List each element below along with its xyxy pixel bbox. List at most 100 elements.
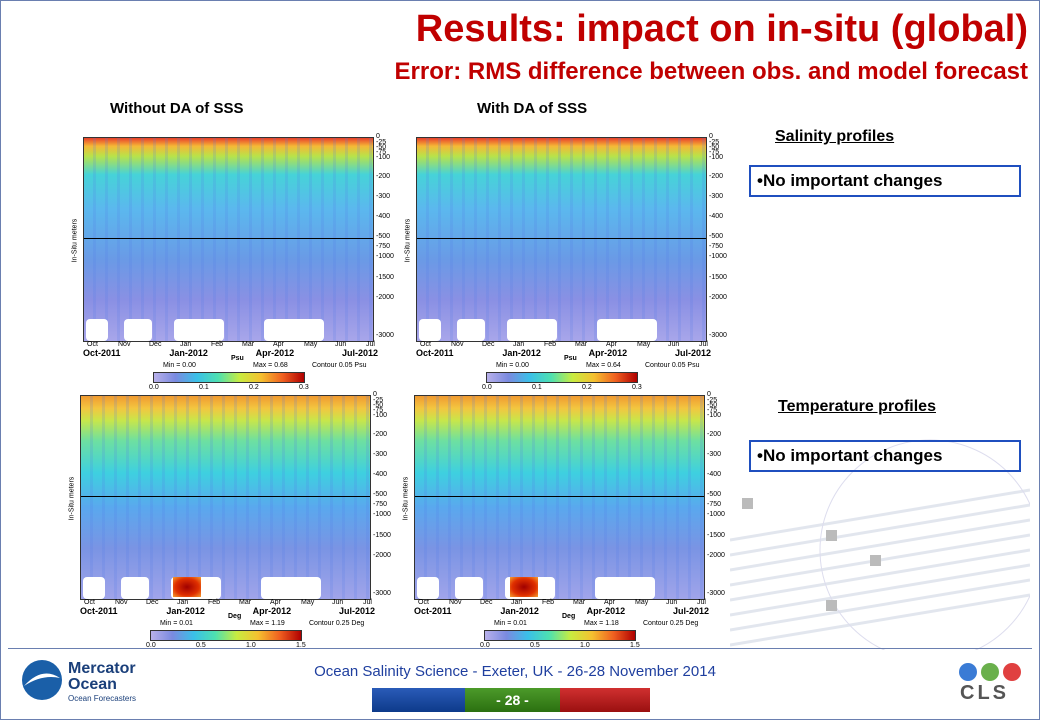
- depth-tick-label: -25: [709, 139, 720, 146]
- max-label: Max = 0.68: [253, 362, 288, 369]
- depth-tick-label: -200: [373, 431, 388, 438]
- depth-tick-label: -50: [707, 402, 718, 409]
- stripes: [84, 138, 373, 341]
- depth-tick-label: -500: [373, 491, 388, 498]
- depth-tick-label: 0: [376, 133, 380, 140]
- month-label: Nov: [449, 599, 462, 606]
- depth-tick-label: -1500: [709, 274, 727, 281]
- stripes: [415, 396, 704, 599]
- no-data-area: [83, 577, 105, 599]
- month-label: Jan: [511, 599, 523, 606]
- month-label: Nov: [118, 341, 131, 348]
- depth-tick-label: -3000: [709, 332, 727, 339]
- month-label: Mar: [575, 341, 588, 348]
- colorbar: [153, 372, 305, 383]
- depth-tick-label: -400: [373, 471, 388, 478]
- colorbar-tick-label: 0.3: [632, 384, 642, 391]
- logo-text: Ocean: [68, 676, 117, 693]
- column-heading: Without DA of SSS: [110, 100, 244, 117]
- max-label: Max = 1.19: [250, 620, 285, 627]
- colorbar-tick-label: 0.5: [530, 642, 540, 649]
- month-label: Mar: [242, 341, 255, 348]
- month-label: Dec: [482, 341, 495, 348]
- month-label: Jun: [335, 341, 347, 348]
- year-label: Jan-2012: [169, 348, 208, 358]
- depth-line: [417, 238, 706, 239]
- depth-tick-label: -25: [376, 139, 387, 146]
- no-data-area: [455, 577, 483, 599]
- colorbar-tick-label: 0.0: [149, 384, 159, 391]
- depth-tick-label: -750: [707, 501, 722, 508]
- subtitle: Error: RMS difference between obs. and m…: [394, 58, 1028, 85]
- colorbar: [484, 630, 636, 641]
- min-label: Min = 0.01: [494, 620, 527, 627]
- year-label: Jul-2012: [675, 348, 712, 358]
- depth-axis-label: In-Situ meters: [402, 476, 410, 521]
- colorbar-tick-label: 0.2: [249, 384, 259, 391]
- colorbar-tick-label: 0.1: [199, 384, 209, 391]
- no-data-area: [595, 577, 655, 599]
- month-label: Apr: [270, 599, 281, 606]
- max-label: Max = 1.18: [584, 620, 619, 627]
- title: Results: impact on in-situ (global): [415, 8, 1028, 50]
- footer-rule: [8, 648, 1032, 649]
- month-label: Jul: [699, 341, 708, 348]
- colorbar-tick-label: 1.0: [246, 642, 256, 649]
- depth-tick-label: -400: [376, 213, 391, 220]
- year-label: Oct-2011: [80, 606, 118, 616]
- month-label: Jan: [180, 341, 192, 348]
- depth-tick-label: -300: [373, 451, 388, 458]
- month-label: Jun: [332, 599, 344, 606]
- month-label: Feb: [208, 599, 221, 606]
- note-heading: Salinity profiles: [775, 128, 895, 145]
- mercator-logo-icon: [22, 660, 62, 700]
- month-label: Jun: [668, 341, 680, 348]
- year-label: Jul-2012: [339, 606, 376, 616]
- depth-tick-label: -750: [373, 501, 388, 508]
- year-label: Oct-2011: [83, 348, 121, 358]
- depth-tick-label: -25: [373, 397, 384, 404]
- colorbar-tick-label: 0.3: [299, 384, 309, 391]
- cls-logo-text: CLS: [960, 682, 1009, 704]
- depth-tick-label: -50: [709, 144, 720, 151]
- month-label: Oct: [87, 341, 98, 348]
- depth-tick-label: -100: [709, 154, 724, 161]
- month-label: May: [637, 341, 651, 348]
- month-label: Nov: [451, 341, 464, 348]
- no-data-area: [261, 577, 321, 599]
- depth-tick-label: -100: [707, 412, 722, 419]
- depth-axis-label: In-Situ meters: [404, 218, 412, 263]
- depth-axis-label: In-Situ meters: [68, 476, 76, 521]
- depth-tick-label: 0: [373, 391, 377, 398]
- month-label: Jun: [666, 599, 678, 606]
- depth-tick-label: -75: [709, 149, 720, 156]
- colorbar-tick-label: 0.0: [146, 642, 156, 649]
- logo-text: Mercator: [68, 660, 136, 677]
- month-label: Feb: [544, 341, 557, 348]
- depth-tick-label: -2000: [707, 552, 725, 559]
- year-label: Jan-2012: [166, 606, 205, 616]
- month-label: Jul: [363, 599, 372, 606]
- year-label: Apr-2012: [586, 606, 626, 616]
- colorbar: [150, 630, 302, 641]
- depth-tick-label: -75: [373, 407, 384, 414]
- page-bar: [560, 688, 650, 712]
- no-data-area: [419, 319, 441, 341]
- month-label: Dec: [149, 341, 162, 348]
- unit-label: Psu: [564, 355, 577, 362]
- month-label: Mar: [239, 599, 252, 606]
- hot-spot: [510, 577, 538, 597]
- year-label: Jul-2012: [342, 348, 379, 358]
- depth-tick-label: -200: [376, 173, 391, 180]
- depth-tick-label: -1000: [707, 511, 725, 518]
- stripes: [417, 138, 706, 341]
- unit-label: Deg: [562, 613, 576, 620]
- min-label: Min = 0.00: [496, 362, 529, 369]
- colorbar-tick-label: 1.5: [296, 642, 306, 649]
- depth-line: [415, 496, 704, 497]
- year-label: Apr-2012: [255, 348, 295, 358]
- depth-tick-label: -2000: [376, 294, 394, 301]
- unit-label: Psu: [231, 355, 244, 362]
- month-label: Mar: [573, 599, 586, 606]
